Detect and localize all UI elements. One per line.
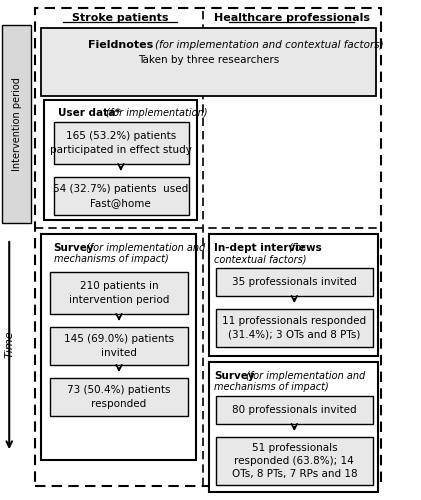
Bar bbox=[208, 362, 378, 492]
Text: (for implementation and: (for implementation and bbox=[86, 243, 205, 253]
Bar bbox=[53, 122, 189, 164]
Bar bbox=[216, 268, 373, 296]
Bar bbox=[216, 437, 373, 485]
Text: Stroke patients: Stroke patients bbox=[72, 13, 168, 23]
Text: (for implementation and: (for implementation and bbox=[246, 371, 365, 381]
Text: 165 (53.2%) patients
participated in effect study: 165 (53.2%) patients participated in eff… bbox=[50, 132, 192, 154]
Text: 11 professionals responded
(31.4%); 3 OTs and 8 PTs): 11 professionals responded (31.4%); 3 OT… bbox=[222, 316, 366, 340]
Text: User data*: User data* bbox=[58, 108, 121, 118]
Text: 73 (50.4%) patients
responded: 73 (50.4%) patients responded bbox=[67, 386, 171, 408]
Bar bbox=[208, 234, 378, 356]
Bar bbox=[50, 272, 188, 314]
Text: 54 (32.7%) patients  used
Fast@home: 54 (32.7%) patients used Fast@home bbox=[53, 184, 189, 208]
Text: Time: Time bbox=[4, 330, 14, 358]
Text: Fieldnotes: Fieldnotes bbox=[88, 40, 153, 50]
Text: mechanisms of impact): mechanisms of impact) bbox=[53, 254, 168, 264]
Text: 210 patients in
intervention period: 210 patients in intervention period bbox=[69, 282, 169, 304]
Text: Survey: Survey bbox=[53, 243, 94, 253]
Text: Taken by three researchers: Taken by three researchers bbox=[138, 55, 279, 65]
Text: mechanisms of impact): mechanisms of impact) bbox=[214, 382, 329, 392]
Text: 51 professionals
responded (63.8%); 14
OTs, 8 PTs, 7 RPs and 18: 51 professionals responded (63.8%); 14 O… bbox=[232, 443, 357, 479]
Bar bbox=[50, 378, 188, 416]
Text: (for: (for bbox=[288, 243, 305, 253]
Text: 145 (69.0%) patients
invited: 145 (69.0%) patients invited bbox=[64, 334, 174, 357]
Text: contextual factors): contextual factors) bbox=[214, 254, 306, 264]
Bar bbox=[44, 100, 197, 220]
Text: (for implementation and contextual factors): (for implementation and contextual facto… bbox=[155, 40, 384, 50]
Text: (for implementation): (for implementation) bbox=[106, 108, 208, 118]
Bar bbox=[53, 177, 189, 215]
Bar bbox=[50, 327, 188, 365]
Bar bbox=[35, 8, 381, 486]
Bar bbox=[40, 28, 376, 96]
Bar bbox=[216, 309, 373, 347]
Bar bbox=[2, 25, 32, 223]
Text: 80 professionals invited: 80 professionals invited bbox=[232, 405, 357, 415]
Bar bbox=[216, 396, 373, 424]
Text: Survey: Survey bbox=[214, 371, 255, 381]
Text: Intervention period: Intervention period bbox=[12, 77, 21, 171]
Text: In-dept interviews: In-dept interviews bbox=[214, 243, 322, 253]
Text: 35 professionals invited: 35 professionals invited bbox=[232, 277, 357, 287]
Bar bbox=[40, 234, 196, 460]
Text: Healthcare professionals: Healthcare professionals bbox=[213, 13, 370, 23]
